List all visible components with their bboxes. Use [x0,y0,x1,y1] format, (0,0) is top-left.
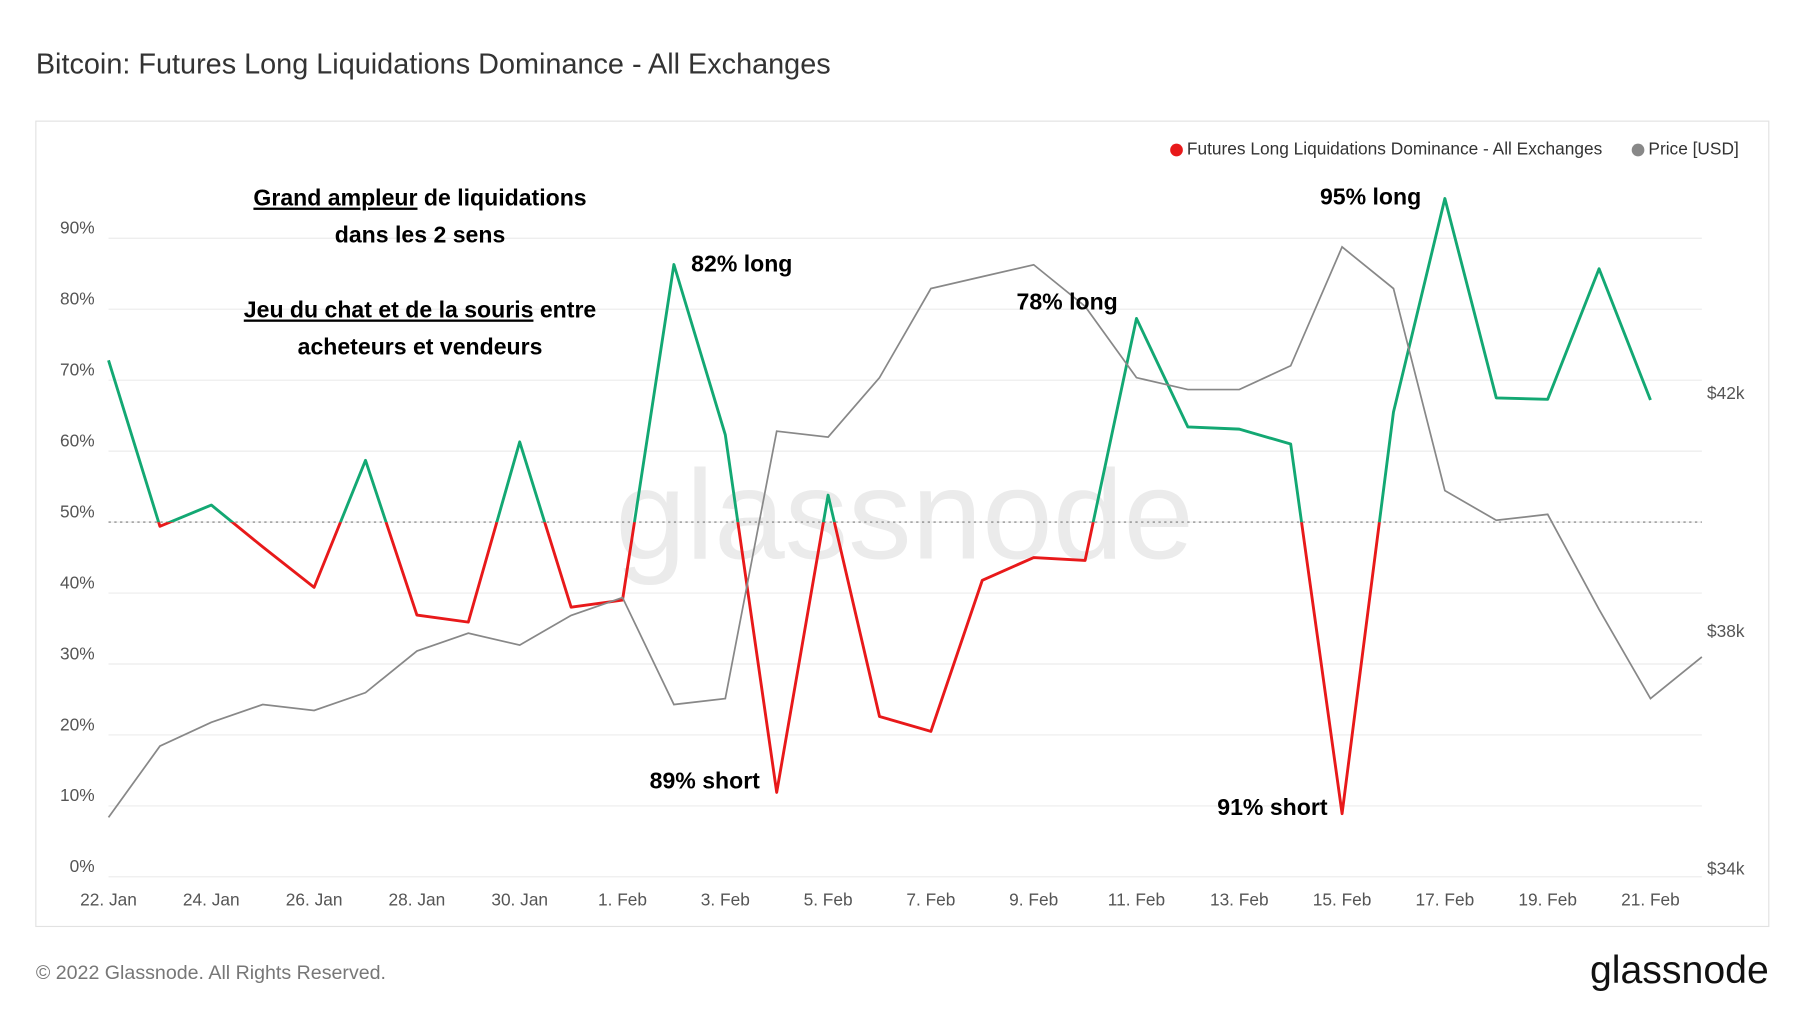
note-text: entre [533,297,596,323]
x-tick-label: 11. Feb [1108,890,1165,910]
y2-tick-label: $38k [1707,621,1745,641]
annotation: 89% short [650,767,761,793]
legend-swatch [1631,143,1645,157]
price-line [107,245,1703,818]
x-tick-label: 1. Feb [598,890,647,910]
y-tick-label: 50% [60,501,95,521]
x-tick-label: 17. Feb [1416,890,1475,910]
x-tick-label: 15. Feb [1313,890,1372,910]
note-text: de liquidations [417,185,586,211]
x-tick-label: 3. Feb [701,890,750,910]
y-tick-label: 0% [70,856,95,876]
x-tick-label: 5. Feb [804,890,853,910]
x-tick-label: 19. Feb [1518,890,1577,910]
x-tick-label: 26. Jan [286,890,343,910]
y-tick-label: 70% [60,359,95,379]
x-tick-label: 13. Feb [1210,890,1269,910]
annotation: 78% long [1017,289,1118,315]
x-tick-label: 21. Feb [1621,890,1680,910]
note-text: dans les 2 sens [335,222,506,248]
y-tick-label: 10% [60,785,95,805]
dominance-line-below [157,522,1381,816]
x-tick-label: 24. Jan [183,890,240,910]
copyright: © 2022 Glassnode. All Rights Reserved. [36,962,386,984]
note-line: Jeu du chat et de la souris entre [244,297,597,323]
note-line: Grand ampleur de liquidations [253,185,586,211]
watermark: glassnode [615,443,1194,585]
x-tick-label: 22. Jan [80,890,137,910]
note-text: Grand ampleur [253,185,417,211]
dominance-line-above [107,197,1652,523]
note-text: Jeu du chat et de la souris [244,297,534,323]
annotation: 95% long [1320,184,1421,210]
logo: glassnode [1590,948,1769,992]
chart-frame [35,120,1770,928]
y-tick-label: 90% [60,218,95,238]
y-tick-label: 60% [60,430,95,450]
legend: Price [USD] Futures Long Liquidations Dom… [1170,139,1739,159]
chart-title: Bitcoin: Futures Long Liquidations Domin… [36,48,831,80]
legend-label: Price [USD] [1648,139,1738,159]
x-tick-label: 7. Feb [906,890,955,910]
annotation: 82% long [691,250,792,276]
annotation: 91% short [1217,794,1328,820]
x-tick-label: 9. Feb [1009,890,1058,910]
y2-tick-label: $34k [1707,858,1745,878]
y-tick-label: 40% [60,572,95,592]
note-text: acheteurs et vendeurs [298,334,543,360]
y-tick-label: 30% [60,643,95,663]
y-tick-label: 20% [60,714,95,734]
y-tick-label: 80% [60,289,95,309]
x-tick-label: 28. Jan [389,890,446,910]
x-tick-label: 30. Jan [491,890,548,910]
legend-label: Futures Long Liquidations Dominance - Al… [1187,139,1603,159]
y2-tick-label: $42k [1707,383,1745,403]
legend-swatch [1170,143,1183,157]
